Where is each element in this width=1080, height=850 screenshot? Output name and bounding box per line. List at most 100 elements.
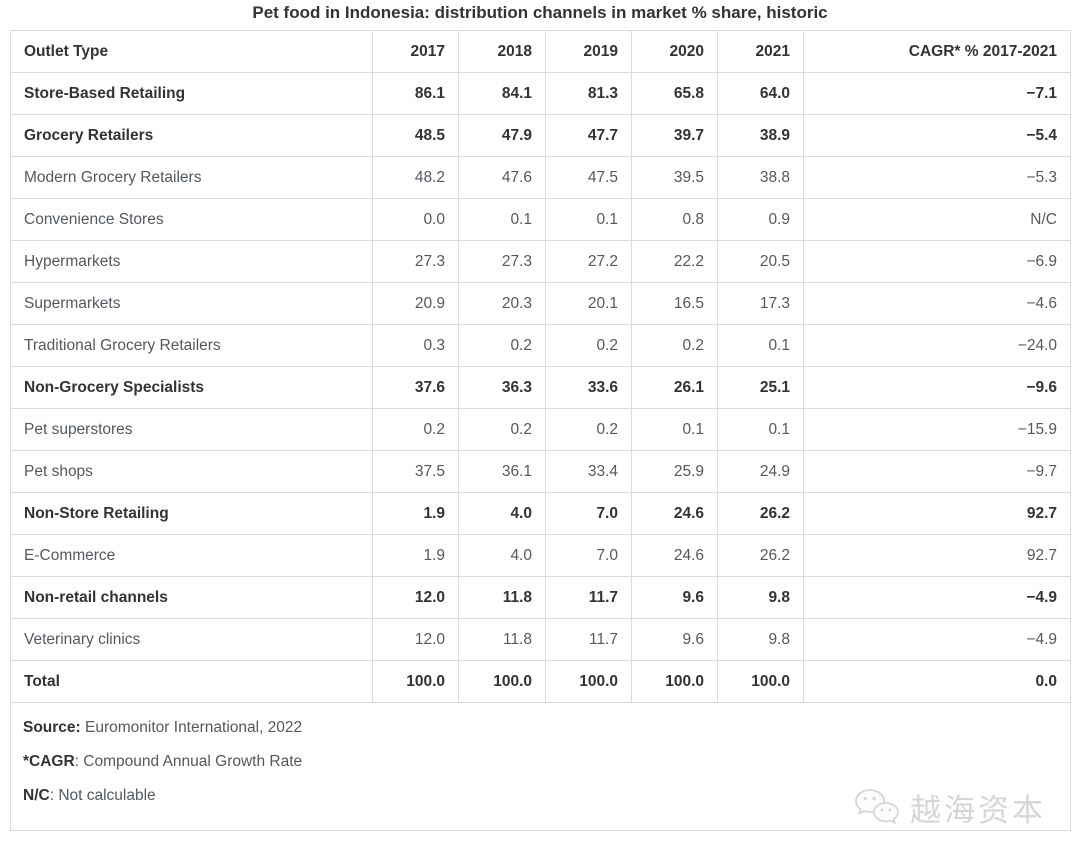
column-header: 2019 xyxy=(545,30,632,73)
row-label: Pet superstores xyxy=(10,408,373,451)
value-cell: 92.7 xyxy=(803,534,1071,577)
table-row: Pet shops 37.5 36.1 33.4 25.9 24.9 −9.7 xyxy=(10,450,1071,493)
row-label: Hypermarkets xyxy=(10,240,373,283)
column-header: 2020 xyxy=(631,30,718,73)
value-cell: 38.8 xyxy=(717,156,804,199)
column-header: 2021 xyxy=(717,30,804,73)
table-row: Grocery Retailers 48.5 47.9 47.7 39.7 38.9 −5.… xyxy=(10,114,1071,157)
value-cell: 0.1 xyxy=(545,198,632,241)
value-cell: 0.1 xyxy=(458,198,546,241)
value-cell: 100.0 xyxy=(458,660,546,703)
value-cell: 20.9 xyxy=(372,282,459,325)
table-row: Convenience Stores 0.0 0.1 0.1 0.8 0.9 N/C xyxy=(10,198,1071,241)
market-share-table: Outlet Type 2017 2018 2019 2020 2021 CAGR* % 2… xyxy=(10,30,1071,831)
footnote-line: Source: Euromonitor International, 2022 xyxy=(23,718,1058,738)
value-cell: 47.5 xyxy=(545,156,632,199)
footnote-term: N/C xyxy=(23,787,50,804)
value-cell: 25.9 xyxy=(631,450,718,493)
value-cell: 11.8 xyxy=(458,618,546,661)
table-row: Veterinary clinics 12.0 11.8 11.7 9.6 9.8 −4.9 xyxy=(10,618,1071,661)
value-cell: 9.8 xyxy=(717,576,804,619)
value-cell: 1.9 xyxy=(372,534,459,577)
value-cell: 33.4 xyxy=(545,450,632,493)
footnote-term: *CAGR xyxy=(23,753,75,770)
column-header: CAGR* % 2017-2021 xyxy=(803,30,1071,73)
value-cell: 0.2 xyxy=(458,408,546,451)
value-cell: 12.0 xyxy=(372,576,459,619)
footnote-text: : Compound Annual Growth Rate xyxy=(74,753,303,770)
value-cell: 86.1 xyxy=(372,72,459,115)
value-cell: 0.2 xyxy=(372,408,459,451)
value-cell: 27.2 xyxy=(545,240,632,283)
value-cell: −9.7 xyxy=(803,450,1071,493)
value-cell: 0.3 xyxy=(372,324,459,367)
value-cell: 7.0 xyxy=(545,534,632,577)
footnote-text: Euromonitor International, 2022 xyxy=(80,719,303,736)
value-cell: 26.2 xyxy=(717,492,804,535)
value-cell: 20.5 xyxy=(717,240,804,283)
value-cell: 47.6 xyxy=(458,156,546,199)
row-label: E-Commerce xyxy=(10,534,373,577)
row-label: Grocery Retailers xyxy=(10,114,373,157)
value-cell: 11.7 xyxy=(545,576,632,619)
value-cell: −7.1 xyxy=(803,72,1071,115)
value-cell: 0.1 xyxy=(631,408,718,451)
value-cell: N/C xyxy=(803,198,1071,241)
value-cell: 26.2 xyxy=(717,534,804,577)
row-label: Non-Store Retailing xyxy=(10,492,373,535)
value-cell: 16.5 xyxy=(631,282,718,325)
value-cell: 26.1 xyxy=(631,366,718,409)
row-label: Modern Grocery Retailers xyxy=(10,156,373,199)
value-cell: 17.3 xyxy=(717,282,804,325)
table-row: E-Commerce 1.9 4.0 7.0 24.6 26.2 92.7 xyxy=(10,534,1071,577)
value-cell: 0.1 xyxy=(717,324,804,367)
value-cell: −4.9 xyxy=(803,618,1071,661)
value-cell: −4.6 xyxy=(803,282,1071,325)
value-cell: 38.9 xyxy=(717,114,804,157)
value-cell: 27.3 xyxy=(372,240,459,283)
table-header: Outlet Type 2017 2018 2019 2020 2021 CAGR* % 2… xyxy=(10,30,1071,73)
page-title: Pet food in Indonesia: distribution chan… xyxy=(252,3,828,22)
value-cell: 100.0 xyxy=(372,660,459,703)
value-cell: 25.1 xyxy=(717,366,804,409)
row-label: Convenience Stores xyxy=(10,198,373,241)
table-row: Pet superstores 0.2 0.2 0.2 0.1 0.1 −15.9 xyxy=(10,408,1071,451)
value-cell: 22.2 xyxy=(631,240,718,283)
value-cell: 33.6 xyxy=(545,366,632,409)
footnote-term: Source: xyxy=(23,719,81,736)
footnotes-row: Source: Euromonitor International, 2022 *… xyxy=(10,702,1071,831)
row-label: Total xyxy=(10,660,373,703)
table-row: Non-retail channels 12.0 11.8 11.7 9.6 9.8 −4.… xyxy=(10,576,1071,619)
value-cell: 20.1 xyxy=(545,282,632,325)
value-cell: 39.7 xyxy=(631,114,718,157)
table-row: Traditional Grocery Retailers 0.3 0.2 0.2 0.… xyxy=(10,324,1071,367)
footnotes-cell: Source: Euromonitor International, 2022 *… xyxy=(10,702,1071,831)
value-cell: 24.6 xyxy=(631,492,718,535)
value-cell: 0.2 xyxy=(545,324,632,367)
table-row: Modern Grocery Retailers 48.2 47.6 47.5 39.5… xyxy=(10,156,1071,199)
value-cell: 48.2 xyxy=(372,156,459,199)
table-row: Non-Grocery Specialists 37.6 36.3 33.6 26.1 2… xyxy=(10,366,1071,409)
value-cell: 11.7 xyxy=(545,618,632,661)
value-cell: −5.4 xyxy=(803,114,1071,157)
value-cell: 47.7 xyxy=(545,114,632,157)
table-row: Store-Based Retailing 86.1 84.1 81.3 65.8 64.… xyxy=(10,72,1071,115)
footnote-text: : Not calculable xyxy=(49,787,156,804)
value-cell: 84.1 xyxy=(458,72,546,115)
value-cell: 24.9 xyxy=(717,450,804,493)
table-footnotes: Source: Euromonitor International, 2022 *… xyxy=(10,702,1071,831)
value-cell: 100.0 xyxy=(631,660,718,703)
value-cell: 92.7 xyxy=(803,492,1071,535)
value-cell: 0.2 xyxy=(631,324,718,367)
value-cell: 0.2 xyxy=(545,408,632,451)
row-label: Non-Grocery Specialists xyxy=(10,366,373,409)
value-cell: 81.3 xyxy=(545,72,632,115)
value-cell: 37.5 xyxy=(372,450,459,493)
value-cell: 0.1 xyxy=(717,408,804,451)
row-label: Traditional Grocery Retailers xyxy=(10,324,373,367)
value-cell: −6.9 xyxy=(803,240,1071,283)
value-cell: 0.9 xyxy=(717,198,804,241)
value-cell: 37.6 xyxy=(372,366,459,409)
row-label: Pet shops xyxy=(10,450,373,493)
footnote-line: *CAGR: Compound Annual Growth Rate xyxy=(23,752,1058,772)
